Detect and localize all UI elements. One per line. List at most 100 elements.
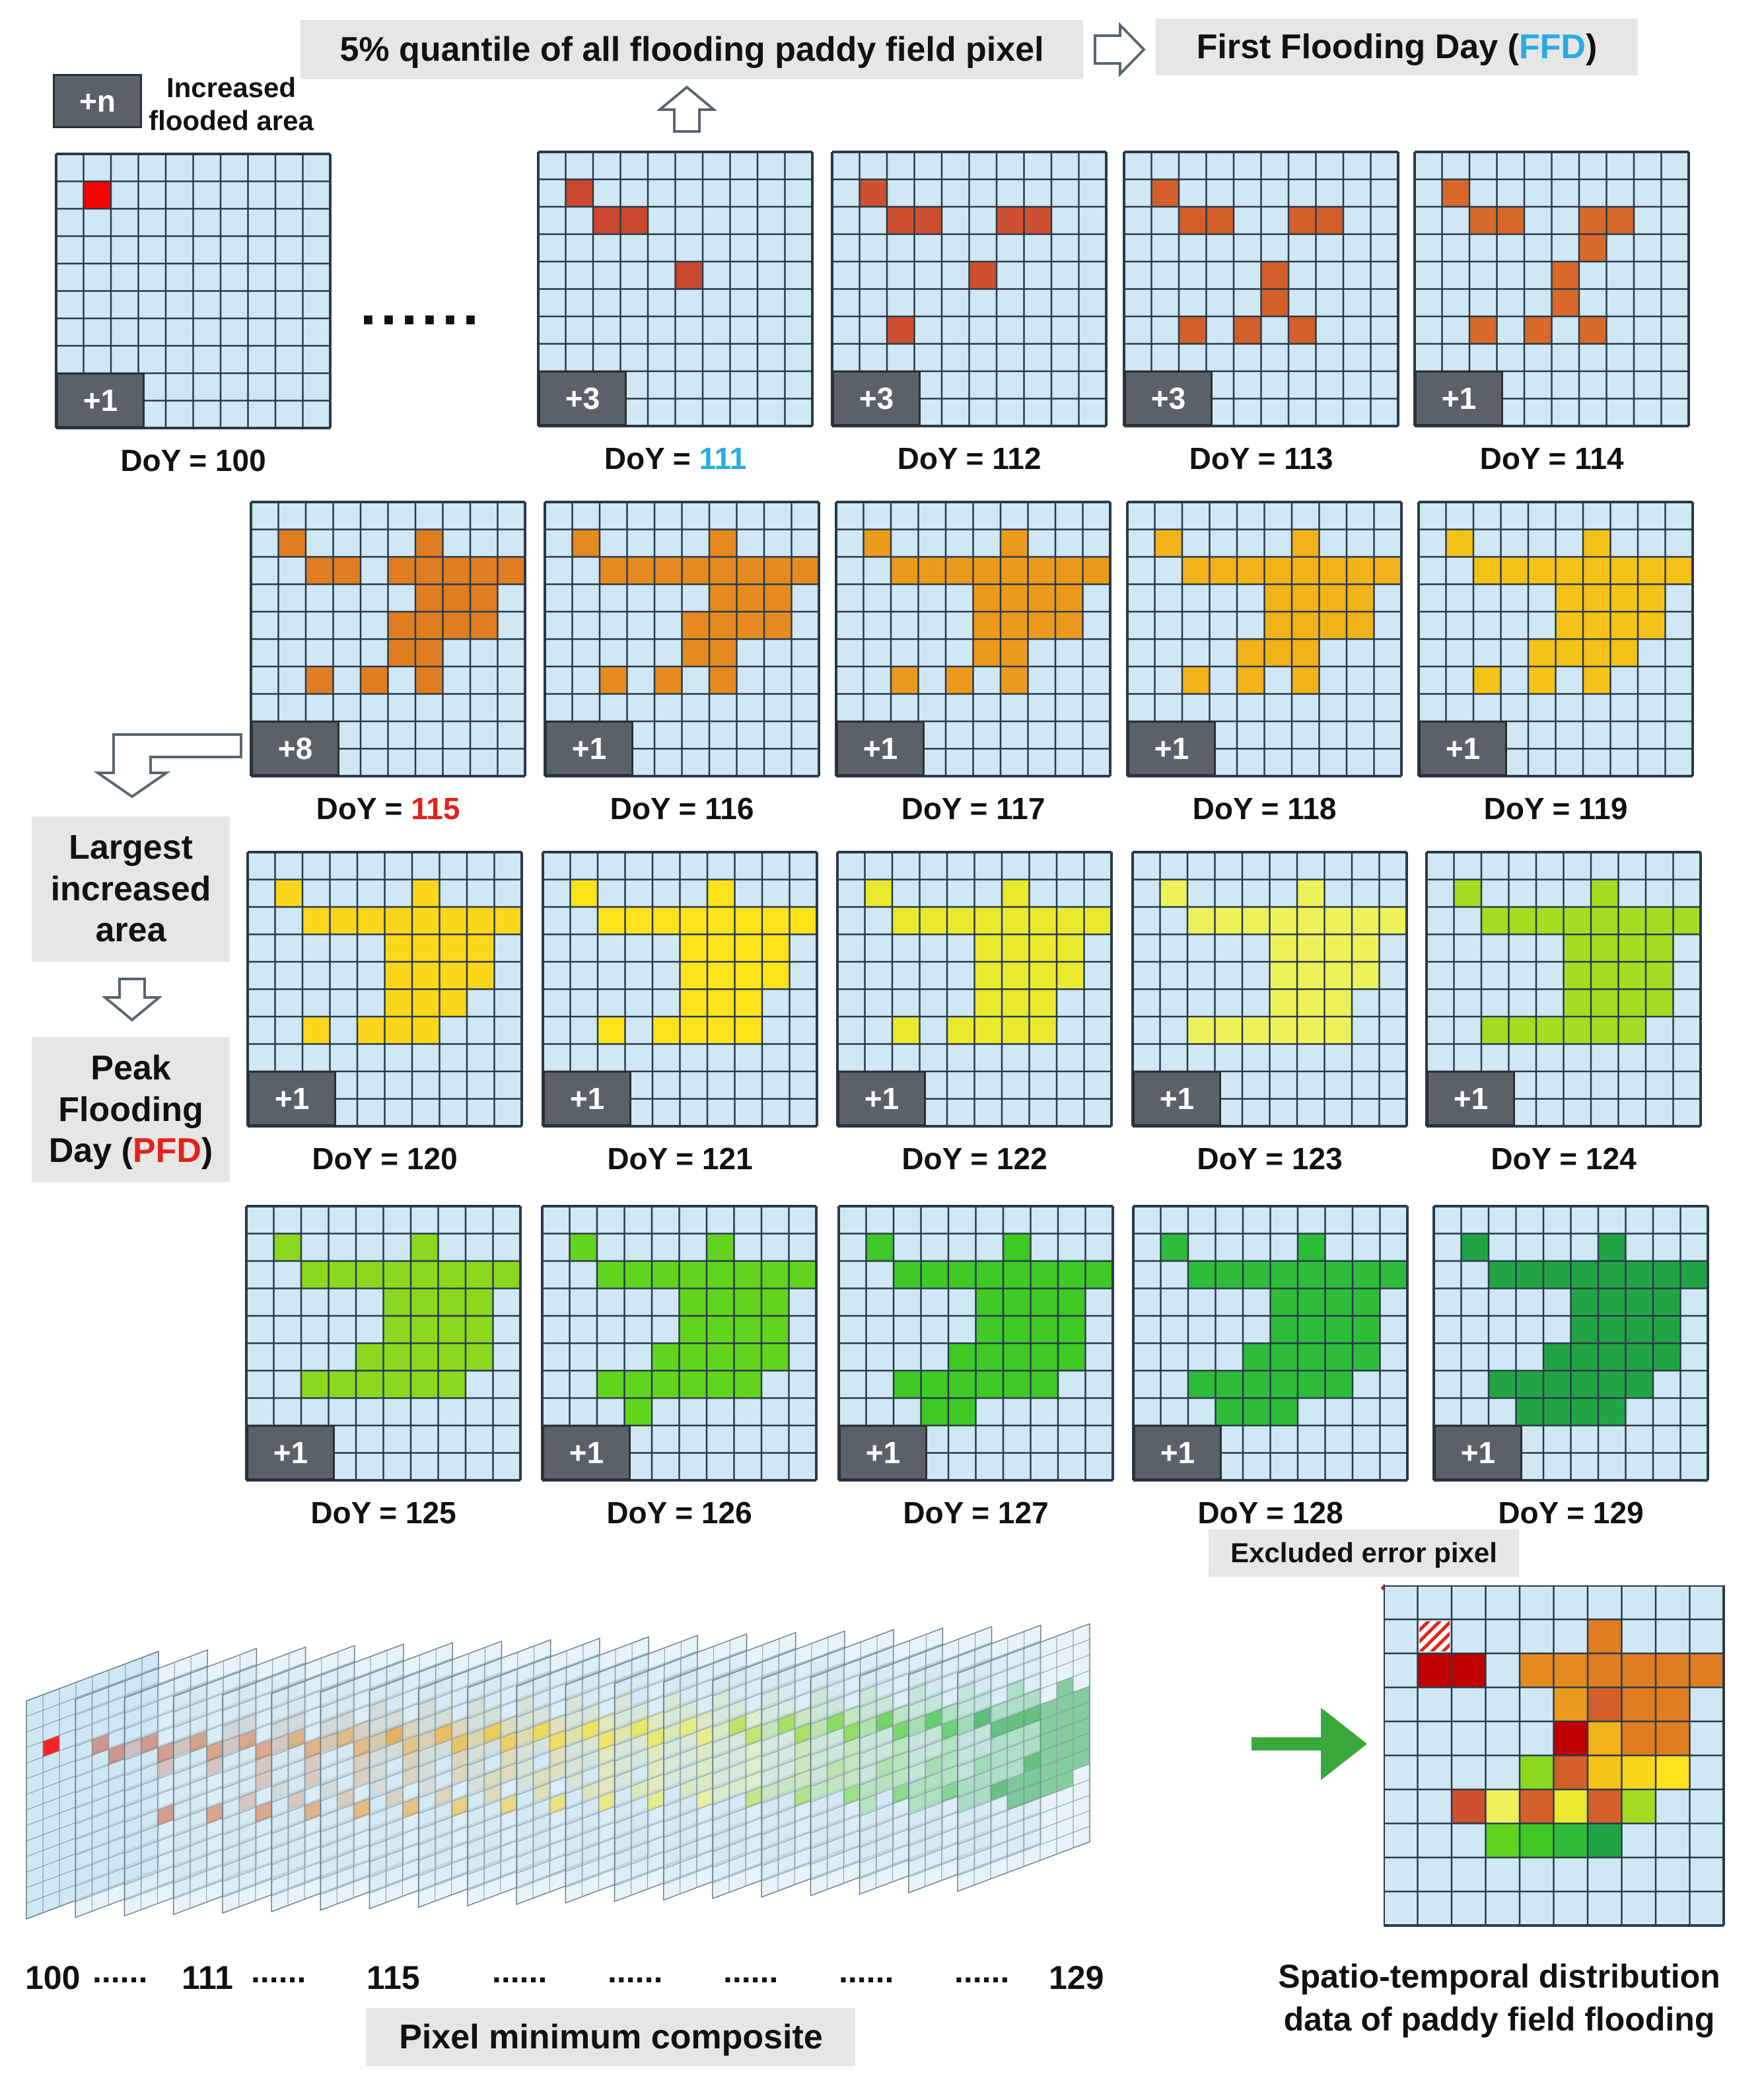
panel-120-flooded-cell <box>439 907 467 935</box>
increase-badge: +3 <box>538 371 627 426</box>
panel-111-flooded-cell <box>593 207 621 234</box>
panel-124-flooded-cell <box>1673 907 1701 935</box>
panel-128-flooded-cell <box>1270 1288 1298 1316</box>
panel-125-flooded-cell <box>356 1371 384 1398</box>
increase-badge: +1 <box>542 1425 631 1480</box>
peak-flooding-box: Peak Flooding Day (PFD) <box>32 1037 230 1182</box>
panel-126-flooded-cell <box>679 1371 707 1398</box>
panel-122-flooded-cell <box>892 1017 920 1044</box>
panel-114-flooded-cell <box>1579 234 1607 262</box>
result-flooded-cell <box>1621 1789 1656 1824</box>
panel-127-flooded-cell <box>948 1343 976 1371</box>
panel-122-flooded-cell <box>1029 962 1057 990</box>
axis-label-111: 111 <box>182 1959 233 1996</box>
panel-120-flooded-cell <box>467 907 495 935</box>
panel-118-flooded-cell <box>1237 667 1265 694</box>
panel-127-flooded-cell <box>894 1261 921 1289</box>
panel-119-flooded-cell <box>1500 557 1528 585</box>
result-flooded-cell <box>1520 1823 1554 1857</box>
panel-125-flooded-cell <box>301 1261 329 1289</box>
panel-122-flooded-cell <box>892 907 920 935</box>
panel-129-flooded-cell <box>1625 1316 1653 1344</box>
panel-116-flooded-cell <box>736 612 764 639</box>
result-flooded-cell <box>1553 1755 1588 1789</box>
panel-117-flooded-cell <box>1001 667 1028 694</box>
doy-label: DoY = 121 <box>543 1141 817 1176</box>
panel-126-flooded-cell <box>624 1371 652 1398</box>
panel-113-flooded-cell <box>1151 179 1179 207</box>
panel-115-flooded-cell <box>388 612 415 639</box>
panel-116-flooded-cell <box>572 529 600 557</box>
panel-117-flooded-cell <box>1001 639 1028 667</box>
doy-label: DoY = 117 <box>836 791 1110 826</box>
panel-122-flooded-cell <box>974 1017 1002 1044</box>
pfd-abbr: PFD <box>132 1132 201 1171</box>
panel-127-flooded-cell <box>948 1371 976 1398</box>
sheet-flooded-cell <box>353 1735 370 1758</box>
sheet-gridline <box>320 1657 453 1708</box>
panel-129-flooded-cell <box>1598 1398 1626 1425</box>
panel-120-flooded-cell <box>384 962 412 990</box>
panel-125-flooded-cell <box>466 1316 493 1344</box>
sheet-flooded-cell <box>892 1719 909 1742</box>
doy-value: 114 <box>1574 441 1624 476</box>
sheet-gridline <box>957 1717 1090 1768</box>
panel-121-flooded-cell <box>653 1017 680 1044</box>
panel-123-flooded-cell <box>1352 907 1380 935</box>
panel-126-flooded-cell <box>679 1316 707 1344</box>
panel-126-flooded-cell <box>789 1261 816 1289</box>
sheet-flooded-cell <box>451 1733 468 1755</box>
panel-120-flooded-cell <box>384 907 412 935</box>
panel-114-flooded-cell <box>1524 316 1552 344</box>
panel-115-flooded-cell <box>388 639 415 667</box>
panel-122-flooded-cell <box>974 962 1002 990</box>
panel-127-flooded-cell <box>1003 1261 1031 1289</box>
panel-119-flooded-cell <box>1638 612 1666 639</box>
panel-123-flooded-cell <box>1324 962 1352 990</box>
panel-127-flooded-cell <box>1003 1371 1031 1398</box>
panel-119-flooded-cell <box>1583 639 1611 667</box>
panel-112-flooded-cell <box>914 207 942 234</box>
panel-114-flooded-cell <box>1469 316 1497 344</box>
panel-125-flooded-cell <box>438 1316 466 1344</box>
sheet-flooded-cell <box>827 1712 844 1734</box>
doy-label: DoY = 129 <box>1434 1495 1708 1531</box>
panel-122-flooded-cell <box>1002 962 1030 990</box>
panel-116-flooded-cell <box>682 639 709 667</box>
doy-prefix: DoY = <box>312 1141 407 1176</box>
doy-label: DoY = 114 <box>1415 441 1689 476</box>
panel-127-flooded-cell <box>1085 1261 1113 1289</box>
panel-127-flooded-cell <box>975 1316 1003 1344</box>
panel-129-flooded-cell <box>1570 1398 1598 1425</box>
panel-118-flooded-cell <box>1292 612 1320 639</box>
panel-121-flooded-cell <box>680 934 707 962</box>
excluded-error-pixel <box>1419 1621 1450 1651</box>
sheet-flooded-cell <box>843 1721 861 1743</box>
panel-116-flooded-cell <box>627 557 654 585</box>
panel-116-flooded-cell <box>764 557 792 585</box>
sheet-flooded-cell <box>1073 1733 1090 1755</box>
excluded-pixel-label: Excluded error pixel <box>1209 1529 1519 1577</box>
panel-128-flooded-cell <box>1270 1398 1298 1425</box>
panel-117-flooded-cell <box>863 529 891 557</box>
panel-118-flooded-cell <box>1292 639 1320 667</box>
sheet-flooded-cell <box>974 1708 991 1730</box>
panel-127-flooded-cell <box>975 1261 1003 1289</box>
panel-124-flooded-cell <box>1591 934 1619 962</box>
panel-129-flooded-cell <box>1598 1261 1626 1289</box>
panel-120-flooded-cell <box>275 879 302 907</box>
sheet-flooded-cell <box>1040 1776 1057 1799</box>
panel-129-flooded-cell <box>1516 1261 1543 1289</box>
panel-126-flooded-cell <box>734 1261 761 1289</box>
sheet-flooded-cell <box>1040 1713 1057 1736</box>
panel-127-flooded-cell <box>866 1233 894 1261</box>
panel-128-flooded-cell <box>1215 1261 1243 1289</box>
panel-121-flooded-cell <box>789 907 817 935</box>
result-flooded-cell <box>1621 1687 1656 1721</box>
panel-125-flooded-cell <box>438 1261 466 1289</box>
panel-117-flooded-cell <box>1028 557 1055 585</box>
flood-panel-doy-129: +1 DoY = 129 <box>1432 1205 1709 1553</box>
panel-128-flooded-cell <box>1188 1261 1216 1289</box>
doy-value: 111 <box>699 441 747 476</box>
sheet-flooded-cell <box>402 1734 419 1756</box>
